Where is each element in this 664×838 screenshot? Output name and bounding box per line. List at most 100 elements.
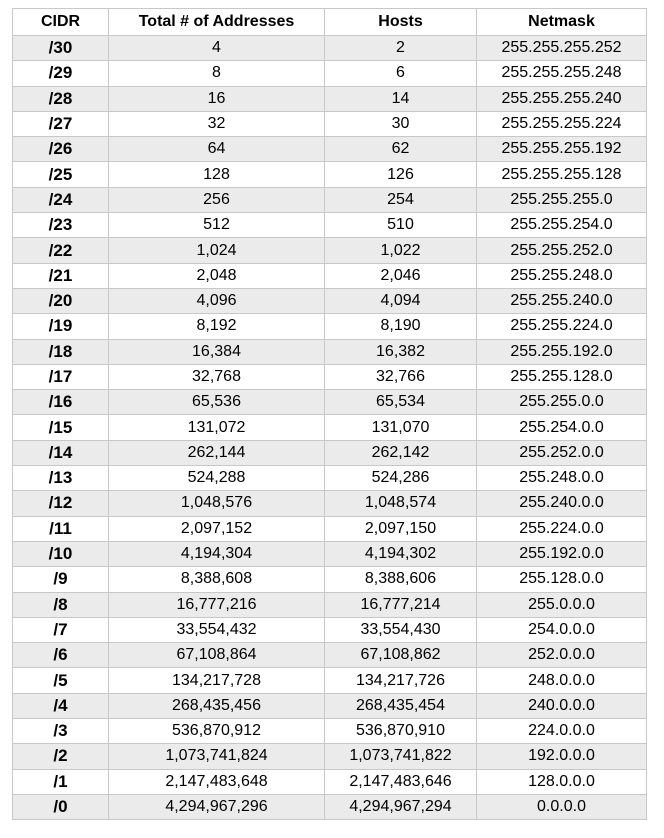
total-addresses-cell: 4,194,304 bbox=[108, 540, 325, 568]
cidr-cell: /28 bbox=[12, 85, 109, 112]
cidr-cell: /30 bbox=[12, 34, 109, 62]
cidr-cell: /19 bbox=[12, 313, 109, 340]
netmask-cell: 128.0.0.0 bbox=[476, 768, 647, 795]
table-row: /4 268,435,456 268,435,454 240.0.0.0 bbox=[12, 692, 647, 720]
netmask-cell: 255.255.248.0 bbox=[476, 262, 647, 289]
hosts-cell: 131,070 bbox=[324, 414, 477, 441]
table-row: /14 262,144 262,142 255.252.0.0 bbox=[12, 439, 647, 467]
total-addresses-cell: 65,536 bbox=[108, 389, 325, 416]
netmask-cell: 254.0.0.0 bbox=[476, 616, 647, 644]
cidr-cell: /10 bbox=[12, 540, 109, 568]
netmask-cell: 255.254.0.0 bbox=[476, 414, 647, 441]
table-row: /19 8,192 8,190 255.255.224.0 bbox=[12, 313, 647, 340]
hosts-cell: 510 bbox=[324, 212, 477, 239]
cidr-cell: /9 bbox=[12, 566, 109, 593]
netmask-cell: 255.248.0.0 bbox=[476, 465, 647, 492]
total-addresses-cell: 131,072 bbox=[108, 414, 325, 441]
cidr-cell: /6 bbox=[12, 642, 109, 669]
hosts-cell: 2,147,483,646 bbox=[324, 768, 477, 795]
total-addresses-cell: 8,388,608 bbox=[108, 566, 325, 593]
netmask-cell: 255.255.0.0 bbox=[476, 389, 647, 416]
netmask-cell: 255.255.254.0 bbox=[476, 212, 647, 239]
hosts-cell: 6 bbox=[324, 60, 477, 87]
total-addresses-cell: 1,073,741,824 bbox=[108, 743, 325, 770]
table-row: /30 4 2 255.255.255.252 bbox=[12, 34, 647, 62]
netmask-cell: 255.255.224.0 bbox=[476, 313, 647, 340]
netmask-cell: 255.224.0.0 bbox=[476, 515, 647, 542]
cidr-cell: /4 bbox=[12, 692, 109, 720]
table-header: CIDR Total # of Addresses Hosts Netmask bbox=[12, 8, 647, 36]
netmask-cell: 224.0.0.0 bbox=[476, 718, 647, 745]
cidr-cell: /8 bbox=[12, 591, 109, 618]
total-addresses-cell: 8 bbox=[108, 60, 325, 87]
total-addresses-cell: 524,288 bbox=[108, 465, 325, 492]
table-row: /26 64 62 255.255.255.192 bbox=[12, 136, 647, 163]
table-row: /22 1,024 1,022 255.255.252.0 bbox=[12, 237, 647, 264]
hosts-cell: 524,286 bbox=[324, 465, 477, 492]
table-row: /13 524,288 524,286 255.248.0.0 bbox=[12, 465, 647, 492]
table-body: /30 4 2 255.255.255.252/29 8 6 255.255.255.248… bbox=[12, 34, 647, 821]
netmask-cell: 255.255.255.192 bbox=[476, 136, 647, 163]
table-row: /21 2,048 2,046 255.255.248.0 bbox=[12, 262, 647, 289]
cidr-cell: /2 bbox=[12, 743, 109, 770]
total-addresses-cell: 2,147,483,648 bbox=[108, 768, 325, 795]
cidr-cell: /16 bbox=[12, 389, 109, 416]
hosts-cell: 254 bbox=[324, 186, 477, 214]
cidr-cell: /26 bbox=[12, 136, 109, 163]
total-addresses-cell: 256 bbox=[108, 186, 325, 214]
hosts-cell: 4,194,302 bbox=[324, 540, 477, 568]
hosts-cell: 8,388,606 bbox=[324, 566, 477, 593]
hosts-cell: 4,294,967,294 bbox=[324, 793, 477, 821]
netmask-cell: 255.255.255.128 bbox=[476, 161, 647, 188]
netmask-cell: 255.128.0.0 bbox=[476, 566, 647, 593]
table-row: /11 2,097,152 2,097,150 255.224.0.0 bbox=[12, 515, 647, 542]
hosts-cell: 32,766 bbox=[324, 363, 477, 391]
total-addresses-cell: 32,768 bbox=[108, 363, 325, 391]
cidr-table-container: CIDR Total # of Addresses Hosts Netmask … bbox=[12, 8, 647, 821]
hosts-cell: 16,382 bbox=[324, 338, 477, 365]
table-row: /17 32,768 32,766 255.255.128.0 bbox=[12, 363, 647, 391]
table-row: /16 65,536 65,534 255.255.0.0 bbox=[12, 389, 647, 416]
total-addresses-cell: 268,435,456 bbox=[108, 692, 325, 720]
netmask-cell: 255.255.128.0 bbox=[476, 363, 647, 391]
total-addresses-cell: 1,024 bbox=[108, 237, 325, 264]
total-addresses-cell: 262,144 bbox=[108, 439, 325, 467]
table-row: /28 16 14 255.255.255.240 bbox=[12, 85, 647, 112]
hosts-cell: 262,142 bbox=[324, 439, 477, 467]
total-addresses-cell: 128 bbox=[108, 161, 325, 188]
cidr-cell: /23 bbox=[12, 212, 109, 239]
hosts-cell: 2 bbox=[324, 34, 477, 62]
table-row: /25 128 126 255.255.255.128 bbox=[12, 161, 647, 188]
total-addresses-cell: 67,108,864 bbox=[108, 642, 325, 669]
netmask-cell: 255.255.255.224 bbox=[476, 110, 647, 138]
header-cidr: CIDR bbox=[12, 8, 109, 36]
total-addresses-cell: 32 bbox=[108, 110, 325, 138]
cidr-cell: /3 bbox=[12, 718, 109, 745]
hosts-cell: 2,046 bbox=[324, 262, 477, 289]
total-addresses-cell: 4,096 bbox=[108, 287, 325, 315]
table-row: /20 4,096 4,094 255.255.240.0 bbox=[12, 287, 647, 315]
cidr-cell: /22 bbox=[12, 237, 109, 264]
netmask-cell: 192.0.0.0 bbox=[476, 743, 647, 770]
total-addresses-cell: 4 bbox=[108, 34, 325, 62]
hosts-cell: 65,534 bbox=[324, 389, 477, 416]
hosts-cell: 14 bbox=[324, 85, 477, 112]
cidr-cell: /29 bbox=[12, 60, 109, 87]
total-addresses-cell: 64 bbox=[108, 136, 325, 163]
table-row: /12 1,048,576 1,048,574 255.240.0.0 bbox=[12, 490, 647, 517]
table-row: /23 512 510 255.255.254.0 bbox=[12, 212, 647, 239]
table-row: /0 4,294,967,296 4,294,967,294 0.0.0.0 bbox=[12, 793, 647, 821]
cidr-cell: /27 bbox=[12, 110, 109, 138]
header-row: CIDR Total # of Addresses Hosts Netmask bbox=[12, 8, 647, 36]
total-addresses-cell: 512 bbox=[108, 212, 325, 239]
cidr-cell: /15 bbox=[12, 414, 109, 441]
table-row: /10 4,194,304 4,194,302 255.192.0.0 bbox=[12, 540, 647, 568]
netmask-cell: 255.255.252.0 bbox=[476, 237, 647, 264]
hosts-cell: 2,097,150 bbox=[324, 515, 477, 542]
header-hosts: Hosts bbox=[324, 8, 477, 36]
hosts-cell: 536,870,910 bbox=[324, 718, 477, 745]
table-row: /3 536,870,912 536,870,910 224.0.0.0 bbox=[12, 718, 647, 745]
cidr-cell: /25 bbox=[12, 161, 109, 188]
cidr-cell: /5 bbox=[12, 667, 109, 694]
table-row: /27 32 30 255.255.255.224 bbox=[12, 110, 647, 138]
